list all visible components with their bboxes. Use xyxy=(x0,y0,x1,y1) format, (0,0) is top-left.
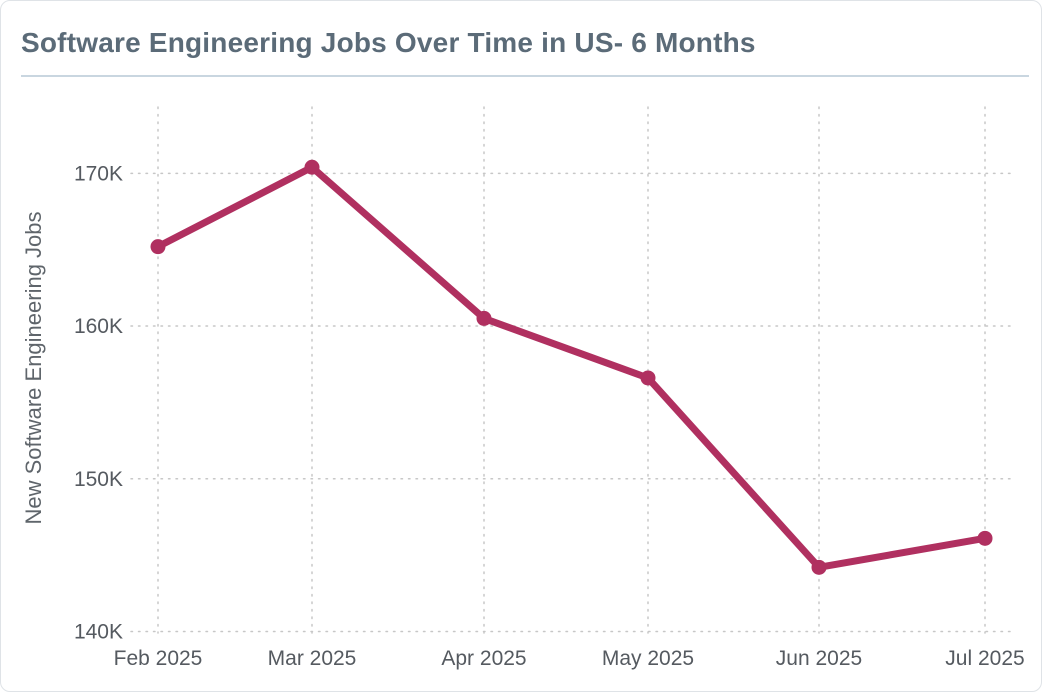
gridlines xyxy=(130,106,1012,634)
data-point xyxy=(150,239,166,255)
data-point xyxy=(977,530,993,546)
x-tick-label: Jun 2025 xyxy=(776,647,862,670)
y-axis-title: New Software Engineering Jobs xyxy=(21,211,46,524)
title-divider xyxy=(21,75,1029,77)
x-tick-label: Apr 2025 xyxy=(441,647,526,670)
chart-title: Software Engineering Jobs Over Time in U… xyxy=(21,27,756,58)
data-point xyxy=(304,159,320,175)
y-tick-label: 160K xyxy=(74,315,123,338)
y-tick-label: 150K xyxy=(74,468,123,491)
data-point xyxy=(811,559,827,575)
x-tick-label: Mar 2025 xyxy=(268,647,357,670)
x-tick-label: Jul 2025 xyxy=(945,647,1024,670)
y-tick-label: 170K xyxy=(74,162,123,185)
data-point xyxy=(476,310,492,326)
x-tick-label: May 2025 xyxy=(602,647,694,670)
x-tick-label: Feb 2025 xyxy=(114,647,203,670)
series-line xyxy=(154,163,989,571)
y-tick-label: 140K xyxy=(74,620,123,643)
data-point xyxy=(640,370,656,386)
